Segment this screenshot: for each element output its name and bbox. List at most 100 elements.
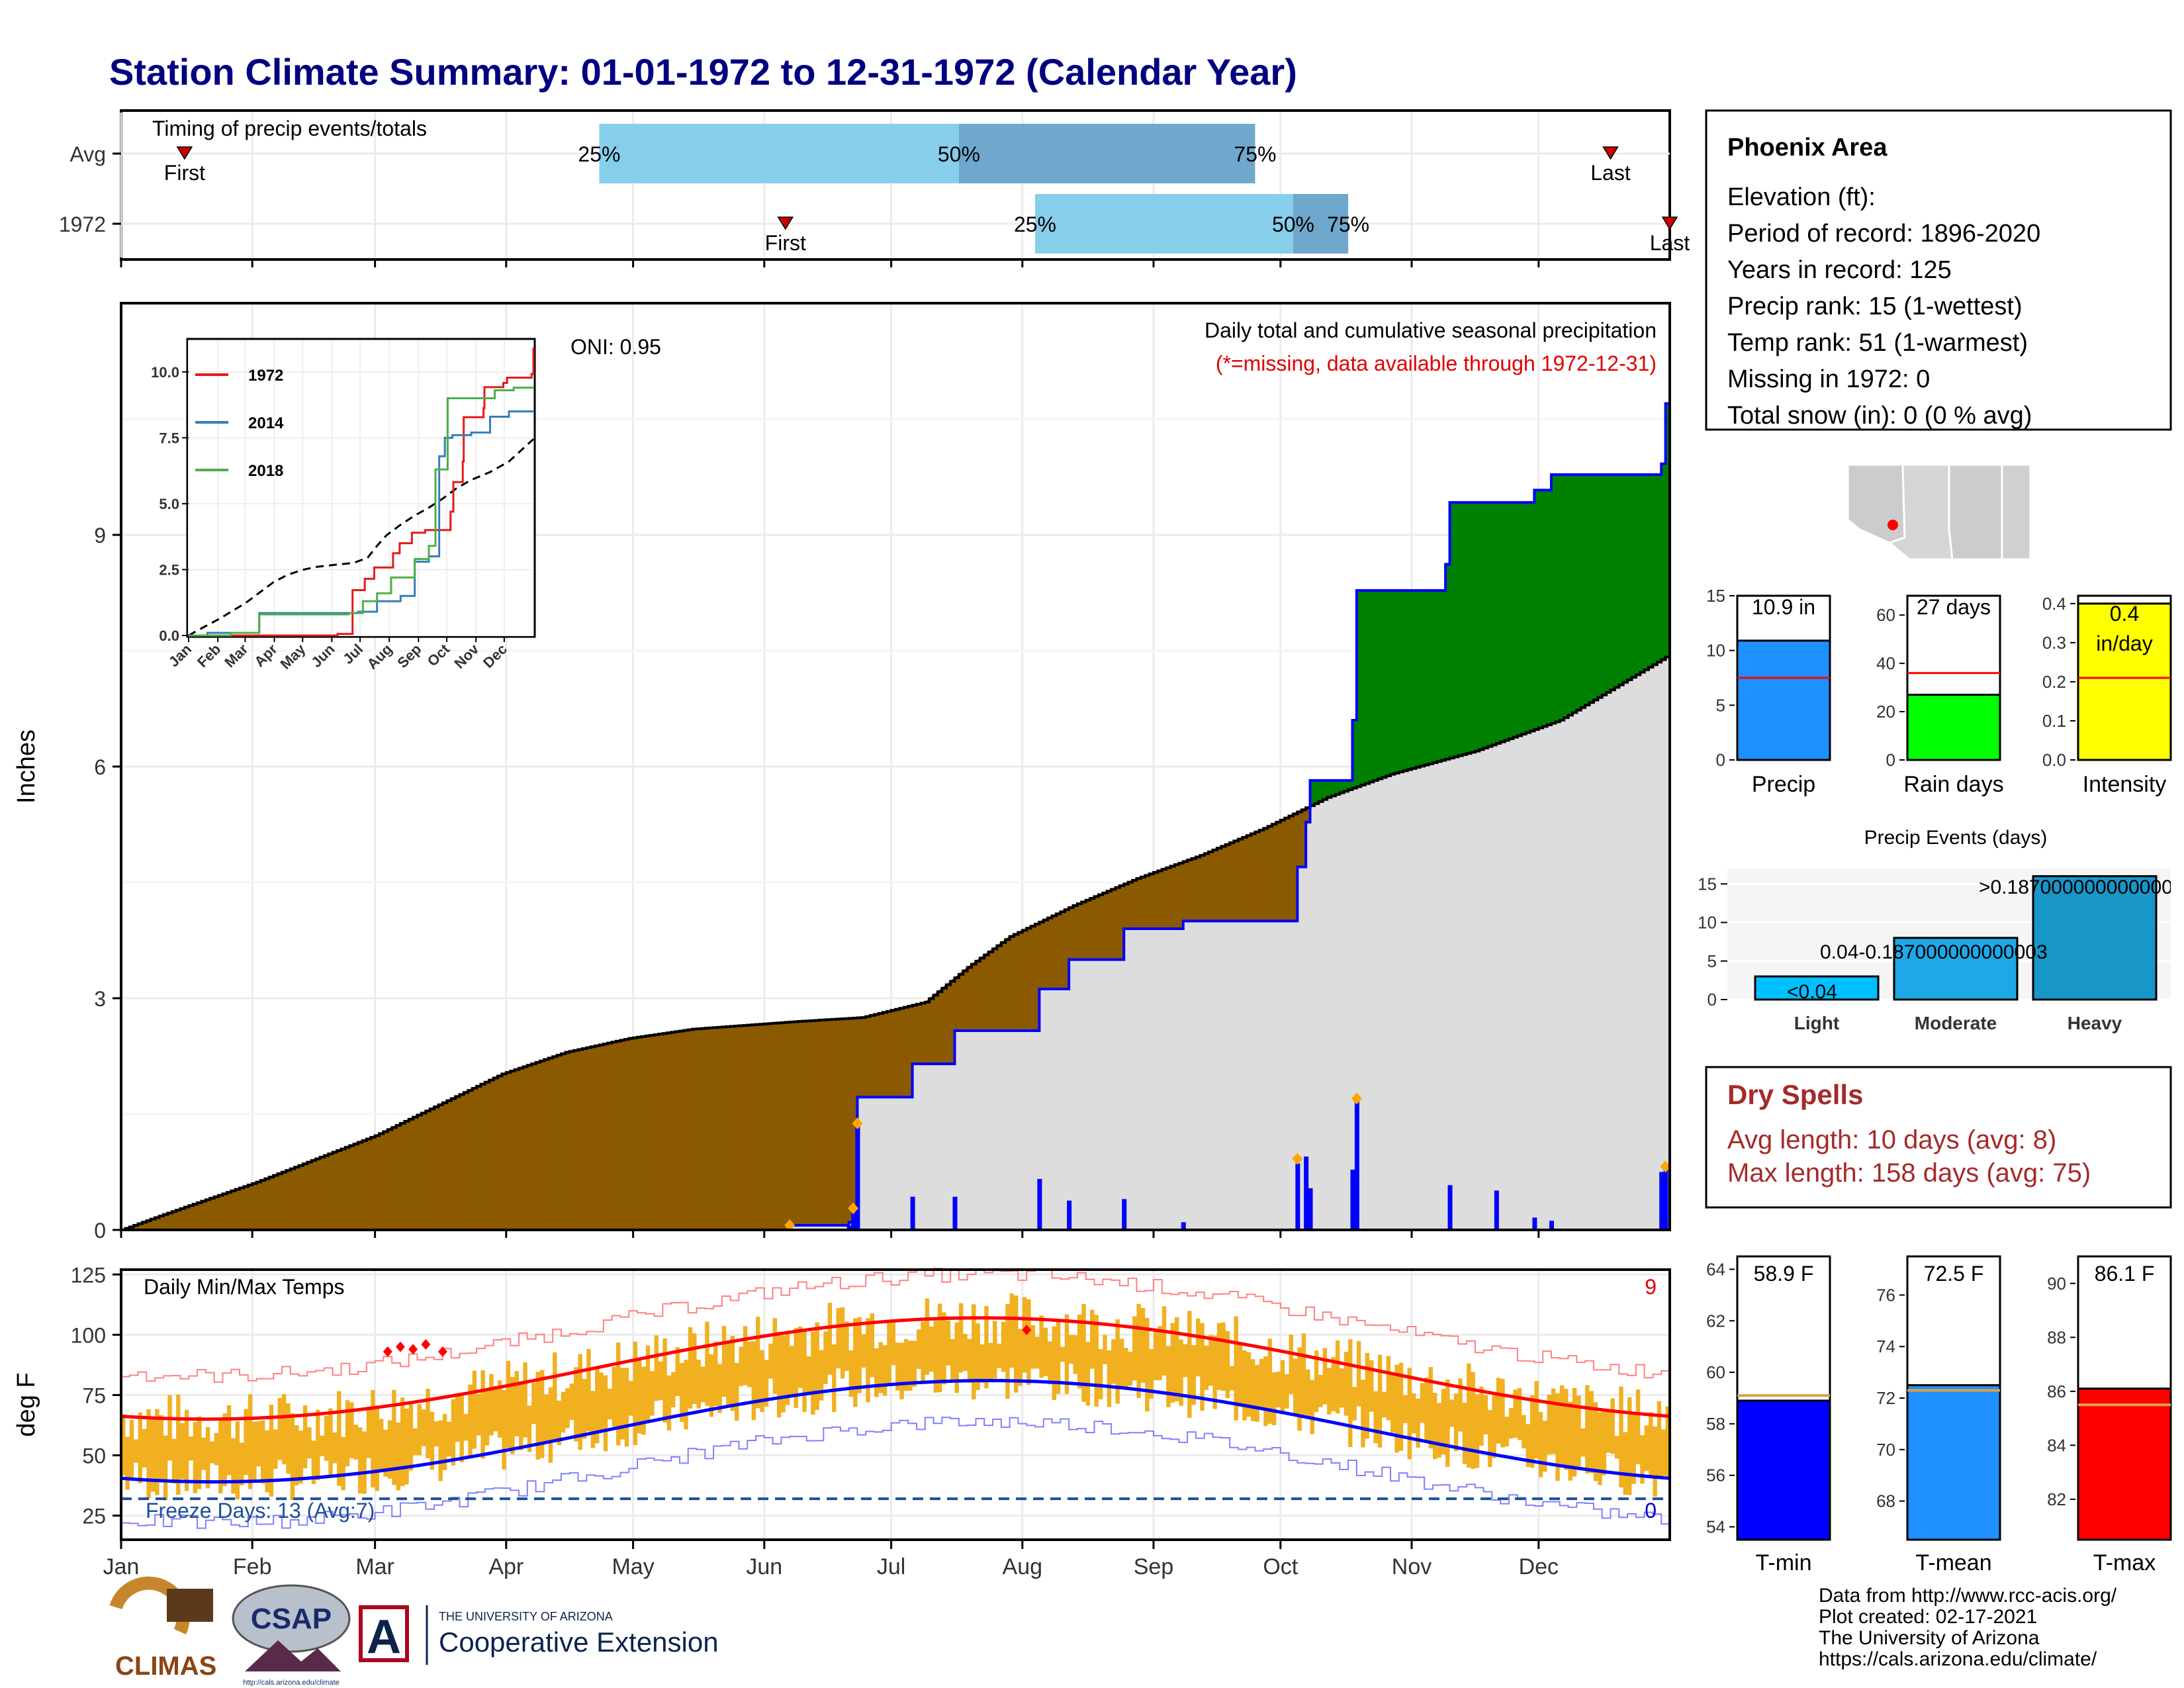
timing-row-label: 1972 — [59, 212, 106, 236]
mini-bar-y-tick-label: 5 — [1716, 695, 1725, 715]
temp-bar-label: T-max — [2093, 1550, 2156, 1575]
csap-wordmark: CSAP — [251, 1603, 332, 1635]
oni-label: ONI: 0.95 — [570, 335, 661, 359]
precip-panel: 0 3 6 9 Inches Daily total and cumulative s… — [13, 302, 1671, 1243]
temp-avg-max-line — [120, 1316, 1670, 1421]
temp-content — [120, 1268, 1670, 1529]
footer-credits: Data from http://www.rcc-acis.org/Plot c… — [1819, 1585, 2117, 1670]
inset-legend-label: 1972 — [248, 367, 283, 385]
station-info-line: Years in record: 125 — [1727, 256, 1952, 284]
timing-panel: Avg 25% 50% 75% First Last 1972 25% 50% 75% First L… — [59, 109, 1690, 267]
footer-credit-line: The University of Arizona — [1819, 1627, 2040, 1649]
precip-note: Daily total and cumulative seasonal prec… — [1205, 318, 1657, 342]
mini-bar-value-label: 10.9 in — [1752, 595, 1815, 619]
temp-bar-value — [1906, 1384, 2001, 1541]
temp-bar-y-tick-label: 58 — [1706, 1414, 1725, 1434]
temp-y-tick-label: 100 — [71, 1323, 106, 1347]
footer-credit-line: Data from http://www.rcc-acis.org/ — [1819, 1585, 2117, 1607]
mini-bar-y-tick-label: 0.2 — [2042, 672, 2066, 692]
ua-bottom-line: Cooperative Extension — [439, 1626, 719, 1658]
climas-mark — [167, 1589, 213, 1622]
precip-daily-bar — [1447, 1185, 1453, 1230]
temp-label: Daily Min/Max Temps — [144, 1275, 344, 1299]
csap-mountain-icon — [245, 1640, 341, 1671]
precip-y-tick-label: 6 — [94, 755, 106, 779]
temp-bar-value-label: 58.9 F — [1754, 1262, 1814, 1286]
events-category-label: Light — [1794, 1013, 1839, 1033]
precip-event-marker — [852, 1117, 863, 1129]
temp-bar-y-tick-label: 82 — [2047, 1489, 2066, 1509]
inset-series-line — [189, 348, 535, 637]
temp-y-tick-label: 125 — [71, 1263, 106, 1287]
precip-daily-bar — [1122, 1199, 1127, 1230]
map-new-mexico — [1948, 463, 2003, 561]
temp-bar-value-label: 86.1 F — [2095, 1262, 2155, 1286]
temp-avg-min-line — [120, 1379, 1670, 1484]
inset-y-tick-label: 7.5 — [159, 430, 179, 446]
page-title: Station Climate Summary: 01-01-1972 to 1… — [109, 51, 1297, 93]
events-bar-label: 0.04-0.187000000000003 — [1820, 941, 2048, 963]
temp-record-marker — [1022, 1325, 1032, 1336]
precip-event-marker — [1351, 1092, 1362, 1105]
events-category-label: Heavy — [2068, 1013, 2122, 1033]
ua-letter: A — [367, 1611, 401, 1664]
freeze-label: Freeze Days: 13 (Avg:7) — [146, 1499, 375, 1523]
precip-ylabel: Inches — [13, 729, 40, 804]
timing-q25-label: 25% — [1014, 212, 1056, 236]
dry-spells-max: Max length: 158 days (avg: 75) — [1727, 1158, 2091, 1188]
precip-daily-bar — [1037, 1179, 1042, 1230]
inset-legend-label: 2014 — [248, 414, 284, 432]
month-label: Mar — [355, 1554, 394, 1579]
precip-avg-cumulative-line — [121, 654, 1671, 1231]
temp-bar-label: T-mean — [1915, 1550, 1991, 1575]
month-label: Feb — [233, 1554, 272, 1579]
csap-cloud-icon — [232, 1584, 351, 1653]
month-label: May — [612, 1554, 654, 1579]
map-station-marker — [1888, 520, 1898, 530]
timing-first-marker — [777, 216, 794, 230]
precip-areas — [121, 387, 1671, 1231]
mini-bar-label: Intensity — [2083, 772, 2167, 797]
station-info-line: Elevation (ft): — [1727, 183, 1876, 211]
timing-first-label: First — [765, 231, 806, 255]
station-lines: Elevation (ft): Period of record: 1896-20… — [1727, 183, 2040, 430]
precip-daily-bar — [1663, 1170, 1668, 1230]
temp-record-marker — [437, 1346, 447, 1357]
precip-daily-bar — [1494, 1190, 1499, 1230]
record-low-count: 0 — [1645, 1499, 1657, 1523]
temp-bar-value — [2077, 1387, 2172, 1541]
temp-record-marker — [395, 1341, 405, 1352]
temp-bar-y-tick-label: 90 — [2047, 1274, 2066, 1293]
station-info-line: Total snow (in): 0 (0 % avg) — [1727, 402, 2032, 430]
mini-bar-value — [1736, 639, 1831, 761]
temp-ylabel: deg F — [13, 1372, 40, 1436]
temp-frame — [120, 1268, 1671, 1541]
timing-first-marker — [176, 146, 193, 160]
mini-bar-value-label: in/day — [2096, 632, 2152, 655]
precip-daily-bar — [846, 1226, 852, 1230]
mini-bar-y-tick-label: 0 — [1886, 750, 1895, 770]
precip-missing-note: (*=missing, data available through 1972-… — [1216, 352, 1657, 375]
timing-last-marker — [1602, 146, 1619, 160]
mini-bar-y-tick-label: 40 — [1876, 653, 1895, 673]
events-y-tick-label: 5 — [1707, 951, 1717, 971]
timing-q50-label: 50% — [1272, 212, 1314, 236]
month-label: Apr — [488, 1554, 523, 1579]
inset-avg-line — [188, 438, 535, 637]
precip-daily-bar — [952, 1196, 958, 1230]
precip-daily-bar — [1532, 1217, 1537, 1230]
precip-event-marker — [784, 1219, 796, 1231]
precip-daily-bar — [851, 1208, 856, 1230]
dry-spells-frame — [1705, 1066, 2172, 1209]
month-label: Aug — [1003, 1554, 1043, 1579]
timing-q75-label: 75% — [1234, 142, 1276, 166]
timing-q75-label: 75% — [1327, 212, 1369, 236]
timing-last-marker — [1661, 216, 1678, 230]
inset-y-tick-label: 5.0 — [159, 496, 179, 512]
events-bar-label: >0.187000000000000 — [1979, 876, 2173, 898]
mini-bar-y-tick-label: 15 — [1706, 586, 1725, 606]
timing-bar-q25-q50 — [1034, 194, 1293, 254]
month-axis: Jan Feb Mar Apr May Jun Jul Aug Sep Oct Nov Dec — [103, 1540, 1559, 1579]
events-category-label: Moderate — [1915, 1013, 1997, 1033]
precip-event-marker — [1292, 1152, 1303, 1165]
